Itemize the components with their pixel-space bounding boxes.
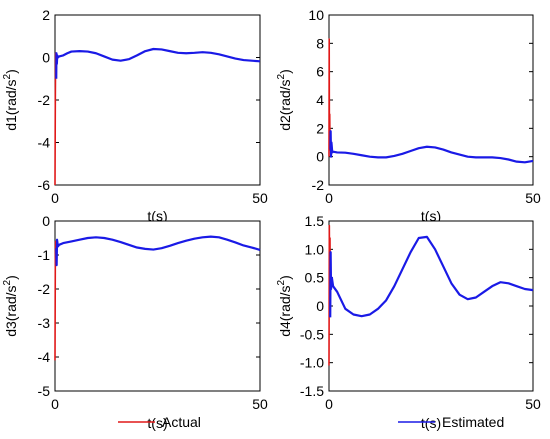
y-tick-label: 6 <box>316 64 324 80</box>
y-axis-label: d4(rad/s2) <box>276 275 293 337</box>
y-axis-label-main: d2(rad/s <box>277 79 293 130</box>
x-tick-label: 50 <box>252 190 268 206</box>
x-tick-label: 0 <box>51 190 59 206</box>
y-axis-label-superscript: 2 <box>2 279 13 285</box>
tick-group: -5 -4 -3 -2 -1 0 0 50 <box>38 213 268 412</box>
x-tick-label: 0 <box>51 396 59 412</box>
y-axis-label-close: ) <box>277 275 293 280</box>
y-tick-label: 10 <box>308 7 324 23</box>
legend-label-estimated: Estimated <box>442 414 504 430</box>
y-axis-label-close: ) <box>3 69 19 74</box>
y-axis-label-superscript: 2 <box>276 279 287 285</box>
y-tick-label: 0 <box>42 213 50 229</box>
y-tick-label: -2 <box>312 177 325 193</box>
x-axis-label: t(s) <box>147 415 167 431</box>
y-axis-label-main: d4(rad/s <box>277 285 293 336</box>
series-group <box>54 235 261 361</box>
series-group <box>54 47 261 186</box>
y-tick-label: -6 <box>38 177 51 193</box>
x-tick-label: 50 <box>525 190 541 206</box>
plot-frame <box>54 220 261 392</box>
y-tick-label: -4 <box>38 135 51 151</box>
y-tick-label: 2 <box>316 120 324 136</box>
x-tick-label: 50 <box>252 396 268 412</box>
y-axis-label-close: ) <box>277 69 293 74</box>
y-tick-label: 0.5 <box>305 270 325 286</box>
y-axis-label-superscript: 2 <box>2 73 13 79</box>
legend-label-actual: Actual <box>162 414 201 430</box>
y-tick-label: -1.0 <box>300 355 324 371</box>
x-tick-label: 50 <box>525 396 541 412</box>
series-group <box>328 224 534 366</box>
y-axis-label: d2(rad/s2) <box>276 69 293 131</box>
y-tick-label: -0.5 <box>300 326 324 342</box>
panel-d4: -1.5 -1.0 -0.5 0 0.5 1.0 1.5 0 50 t(s) d4(rad/s2… <box>276 213 541 431</box>
panel-d3: -5 -4 -3 -2 -1 0 0 50 t(s) d3(rad/s2) <box>2 213 268 431</box>
x-axis-label: t(s) <box>147 208 167 224</box>
series-line-estimated <box>55 235 261 267</box>
series-line-estimated <box>55 47 261 79</box>
y-tick-label: -4 <box>38 349 51 365</box>
y-axis-label-main: d1(rad/s <box>3 79 19 130</box>
plot-frame <box>54 14 261 186</box>
y-tick-label: -3 <box>38 315 51 331</box>
y-axis-label: d1(rad/s2) <box>2 69 19 131</box>
plot-frame <box>328 14 534 186</box>
x-axis-label: t(s) <box>421 415 441 431</box>
series-line-estimated <box>329 130 534 164</box>
y-tick-label: 0 <box>316 298 324 314</box>
tick-group: -6 -4 -2 0 2 0 50 <box>38 7 268 206</box>
x-tick-label: 0 <box>325 190 333 206</box>
y-axis-label-main: d3(rad/s <box>3 285 19 336</box>
legend: Actual Estimated <box>118 414 504 430</box>
y-axis-label: d3(rad/s2) <box>2 275 19 337</box>
x-tick-label: 0 <box>325 396 333 412</box>
y-tick-label: -5 <box>38 383 51 399</box>
y-tick-label: 0 <box>316 149 324 165</box>
plot-frame <box>328 220 534 392</box>
y-axis-label-close: ) <box>3 275 19 280</box>
y-tick-label: 8 <box>316 35 324 51</box>
y-tick-label: -1.5 <box>300 383 324 399</box>
x-axis-label: t(s) <box>421 208 441 224</box>
y-tick-label: 2 <box>42 7 50 23</box>
y-tick-label: 0 <box>42 50 50 66</box>
y-tick-label: 1.0 <box>305 241 325 257</box>
series-line-estimated <box>329 235 534 318</box>
y-tick-label: 4 <box>316 92 324 108</box>
y-tick-label: 1.5 <box>305 213 325 229</box>
y-tick-label: -1 <box>38 247 51 263</box>
y-axis-label-superscript: 2 <box>276 73 287 79</box>
y-tick-label: -2 <box>38 281 51 297</box>
y-tick-label: -2 <box>38 92 51 108</box>
series-group <box>328 38 534 164</box>
